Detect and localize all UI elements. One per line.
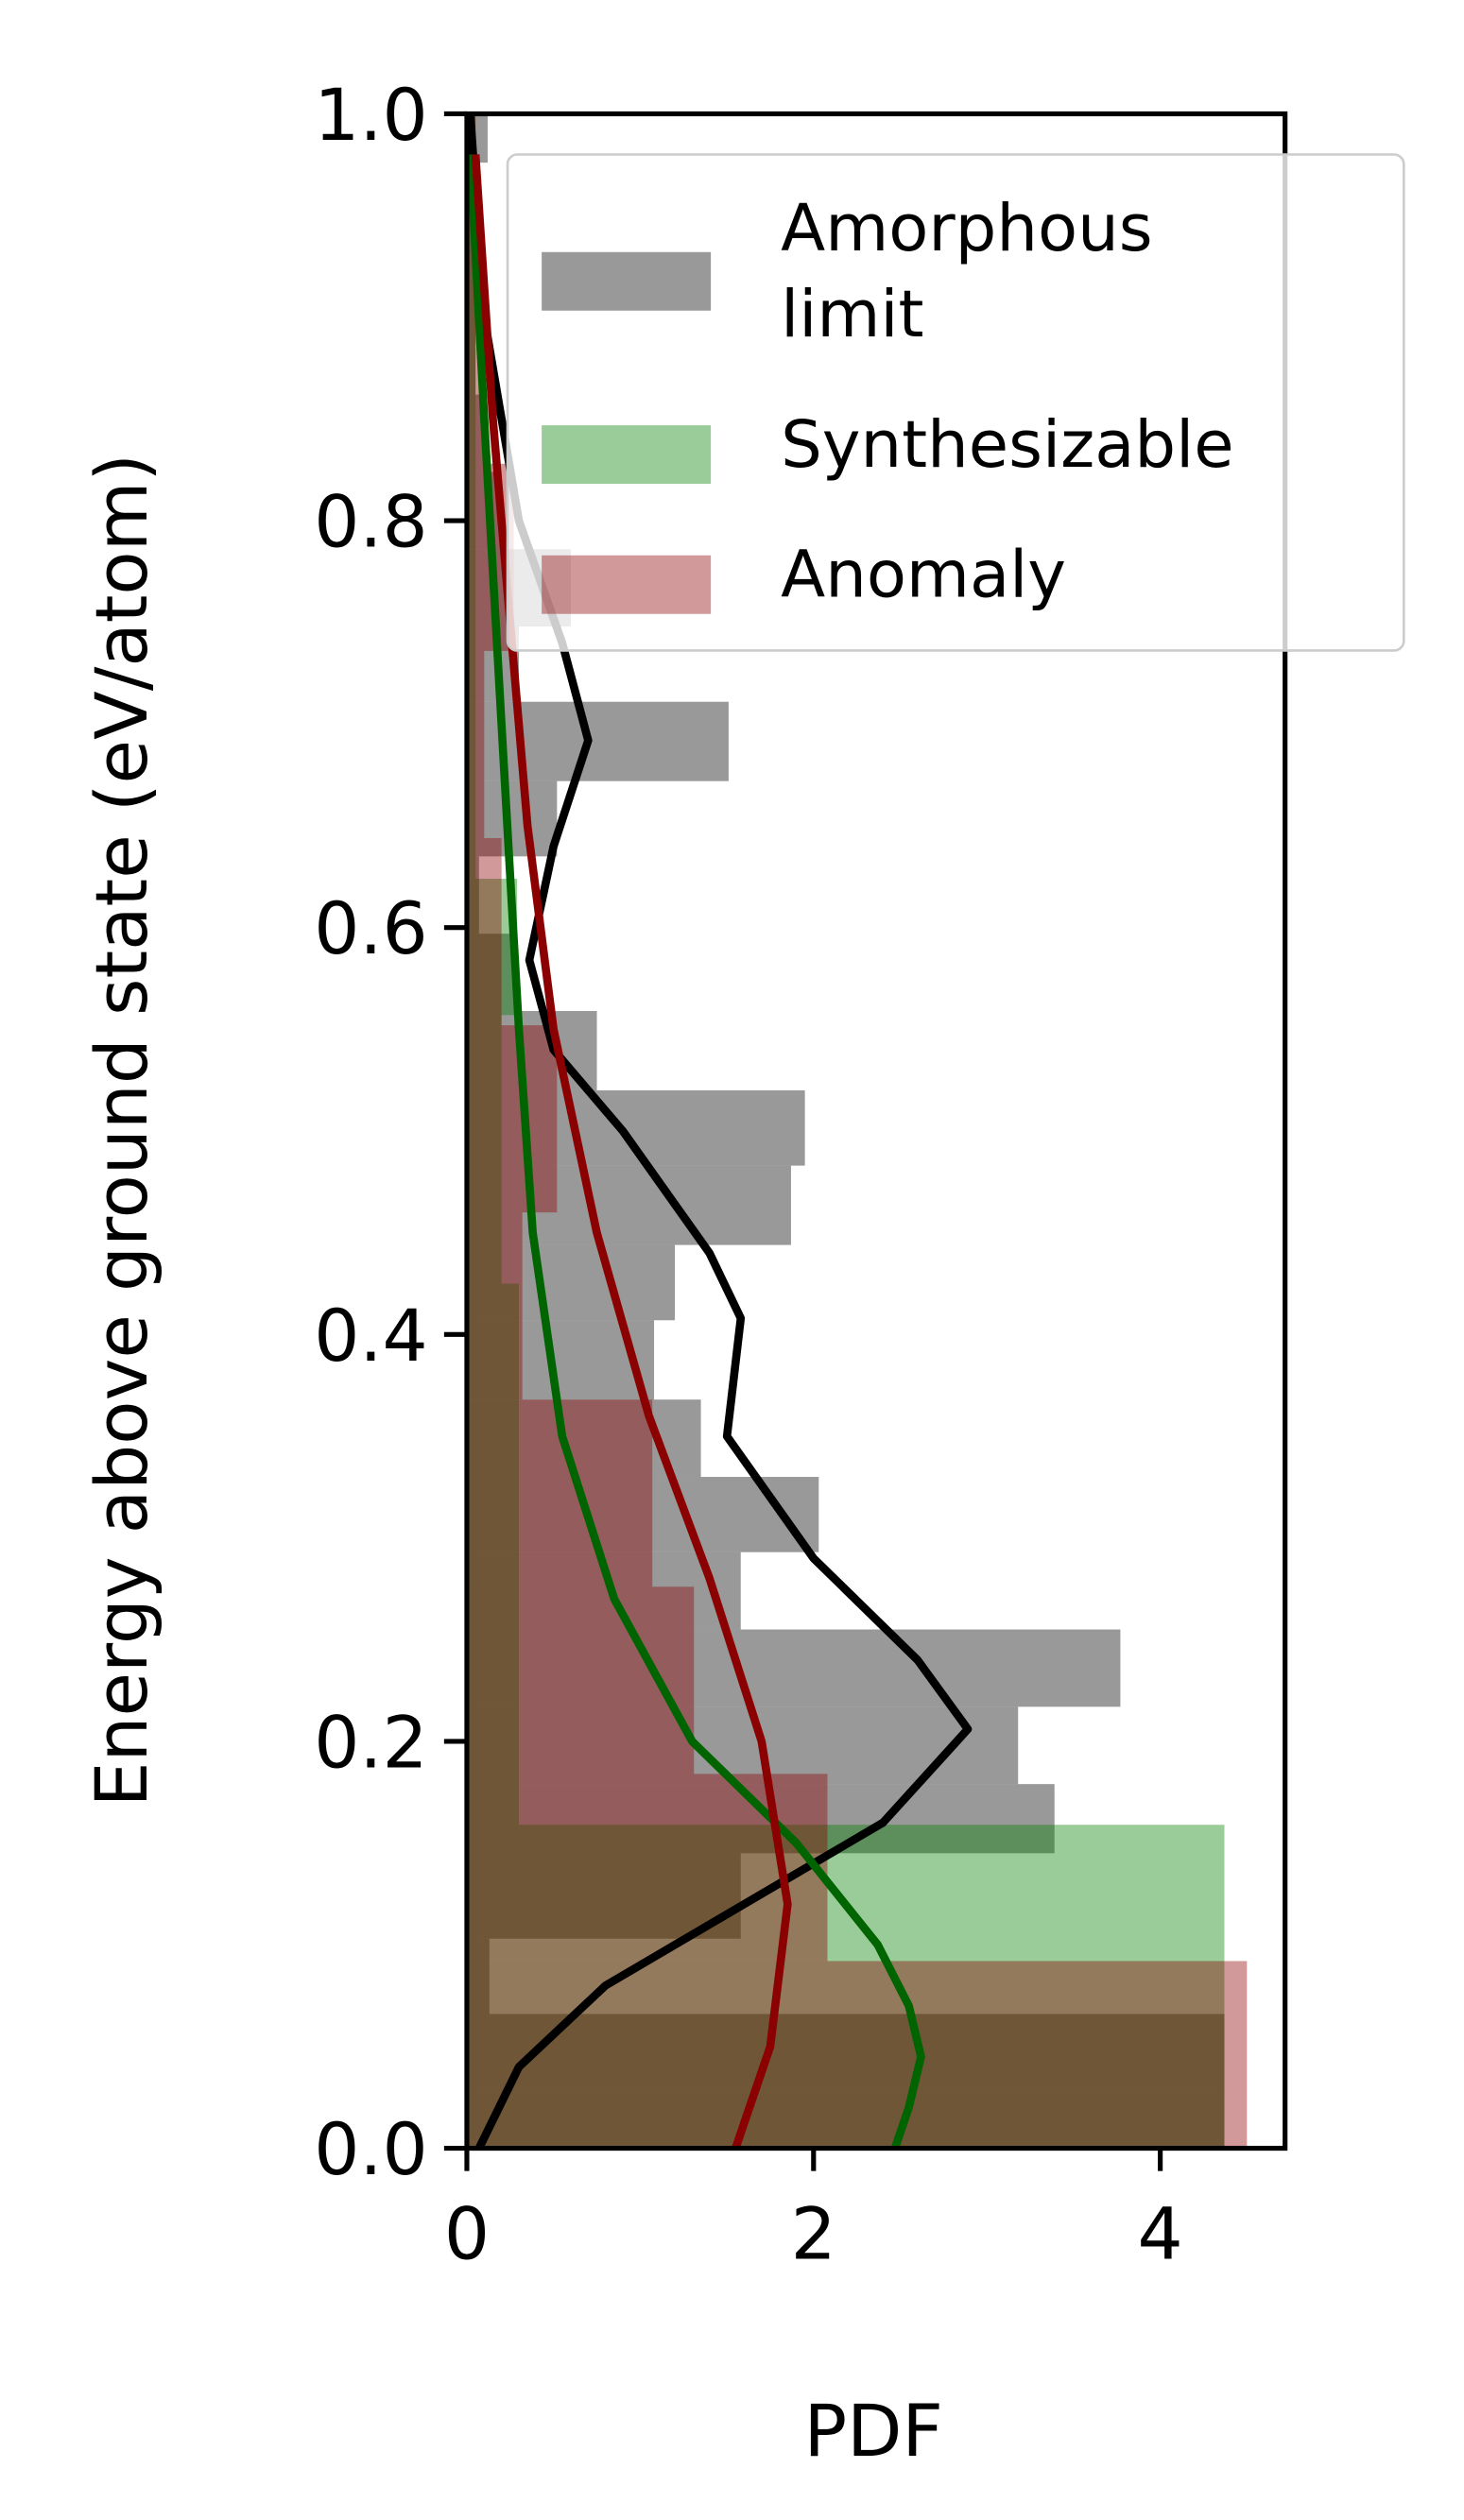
- histogram-bar: [466, 1774, 828, 1962]
- legend-swatch: [542, 425, 712, 485]
- y-tick-label: 0.2: [314, 1701, 427, 1784]
- histogram-bar: [466, 2091, 1225, 2149]
- histogram-bar: [466, 1688, 519, 1826]
- y-tick-label: 0.0: [314, 2108, 427, 2191]
- histogram-bar: [466, 1961, 1248, 2149]
- histogram-bar: [466, 1244, 676, 1321]
- y-axis-label: Energy above ground state (eV/atom): [80, 454, 164, 1807]
- histogram-bar: [466, 1938, 490, 2014]
- legend: Amorphous limit Synthesizable Anomaly: [506, 153, 1405, 652]
- histogram-bar: [466, 1025, 558, 1213]
- legend-frame: [506, 153, 1405, 652]
- x-tick-label: 0: [444, 2193, 490, 2276]
- histogram-bar: [466, 394, 485, 472]
- y-tick-label: 0.4: [314, 1294, 427, 1378]
- histogram-bar: [466, 1283, 519, 1420]
- histogram-bar: [466, 650, 485, 838]
- histogram-bar: [466, 2014, 1225, 2092]
- histogram-bar: [466, 856, 479, 934]
- legend-label: Synthesizable: [781, 407, 1233, 483]
- histogram-bar: [466, 1629, 1121, 1707]
- kde-line: [466, 154, 925, 2149]
- x-tick-label: 2: [791, 2193, 836, 2276]
- legend-label: Amorphous limit: [781, 191, 1152, 352]
- axes-frame: [464, 111, 1288, 2151]
- histogram-bar: [466, 744, 476, 880]
- kde-line: [466, 113, 973, 2149]
- histogram-bar: [466, 339, 476, 474]
- histogram-bar: [466, 1015, 502, 1150]
- y-tick-label: 1.0: [314, 74, 427, 157]
- histogram-bar: [466, 239, 476, 317]
- histogram-bar: [466, 1419, 519, 1554]
- plot-area: [466, 113, 1248, 2149]
- legend-swatch: [542, 555, 712, 614]
- histogram-bar: [466, 1959, 1225, 2149]
- y-tick-label: 0.6: [314, 887, 427, 970]
- histogram-bar: [466, 1853, 741, 1939]
- histogram-bar: [466, 1165, 791, 1245]
- histogram-bar: [466, 1149, 502, 1284]
- histogram-bar: [466, 317, 476, 395]
- histogram-bar: [466, 1399, 701, 1478]
- legend-label: Anomaly: [781, 538, 1066, 613]
- histogram-bar: [466, 1212, 523, 1400]
- legend-swatch: [542, 251, 712, 311]
- histogram-bar: [466, 205, 476, 340]
- y-tick-label: 0.8: [314, 481, 427, 564]
- x-axis-label: PDF: [803, 2390, 943, 2473]
- histogram-bar: [466, 934, 514, 1011]
- histogram-bar: [466, 837, 502, 1026]
- histogram-bar: [466, 1784, 1055, 1854]
- histogram-bar: [466, 473, 476, 610]
- x-tick-label: 4: [1138, 2193, 1183, 2276]
- histogram-bar: [466, 701, 729, 781]
- histogram-bar: [466, 1553, 519, 1689]
- histogram-bar: [466, 609, 476, 745]
